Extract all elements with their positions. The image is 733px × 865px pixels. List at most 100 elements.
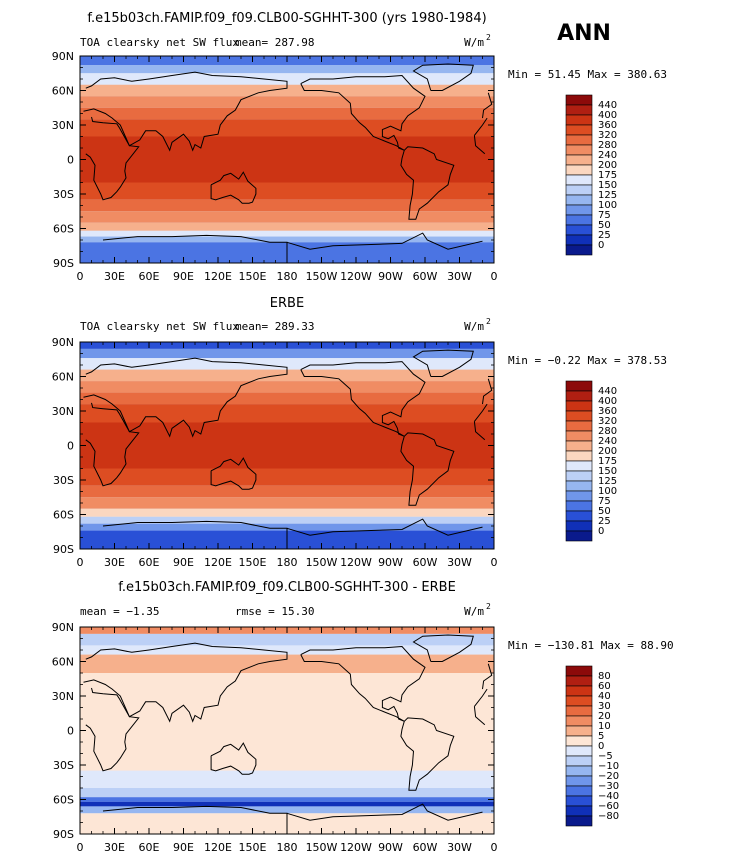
x-tick-label: 90W	[378, 270, 403, 283]
latitude-band	[80, 182, 494, 200]
y-tick-label: 30N	[52, 405, 74, 418]
colorbar-label: 5	[598, 731, 604, 742]
latitude-band	[80, 211, 494, 223]
latitude-band	[80, 381, 494, 393]
latitude-band	[80, 222, 494, 231]
x-tick-label: 150E	[239, 270, 267, 283]
colorbar-box	[565, 380, 593, 392]
x-tick-label: 0	[491, 556, 498, 569]
map-panel-3: f.e15b03ch.FAMIP.f09_f09.CLB00-SGHHT-300…	[52, 580, 674, 854]
colorbar-box	[565, 134, 593, 146]
latitude-band	[80, 348, 494, 359]
colorbar-label: 280	[598, 140, 617, 151]
y-tick-label: 30S	[53, 759, 74, 772]
colorbar-box	[565, 114, 593, 126]
min-max-label: Min = −130.81 Max = 88.90	[508, 639, 674, 652]
colorbar-box	[565, 400, 593, 412]
colorbar-box	[565, 410, 593, 422]
x-tick-label: 180	[277, 556, 298, 569]
coastline	[300, 645, 426, 722]
y-tick-label: 90S	[53, 543, 74, 556]
colorbar-label: 280	[598, 426, 617, 437]
x-tick-label: 120E	[204, 556, 232, 569]
panel-mean-text: rmse = 15.30	[235, 605, 314, 618]
panel-subtitle-left: mean = −1.35	[80, 605, 159, 618]
colorbar-box	[565, 685, 593, 697]
colorbar-label: 320	[598, 416, 617, 427]
colorbar-label: 10	[598, 721, 611, 732]
colorbar-label: −40	[598, 791, 619, 802]
colorbar-label: 360	[598, 406, 617, 417]
latitude-band	[80, 673, 494, 685]
coastline	[300, 74, 426, 151]
latitude-band	[80, 516, 494, 524]
colorbar-box	[565, 705, 593, 717]
colorbar-box	[565, 104, 593, 116]
latitude-band	[80, 485, 494, 498]
latitude-band	[80, 199, 494, 212]
map-plot-area	[80, 627, 494, 834]
x-tick-label: 90E	[173, 556, 194, 569]
colorbar-label: 0	[598, 526, 604, 537]
coastline	[400, 717, 455, 791]
y-tick-label: 30N	[52, 690, 74, 703]
latitude-band	[80, 392, 494, 405]
coastline	[412, 63, 474, 91]
x-tick-label: 120E	[204, 841, 232, 854]
colorbar-label: 30	[598, 701, 611, 712]
latitude-band	[80, 369, 494, 382]
colorbar-box	[565, 520, 593, 532]
x-tick-label: 30E	[104, 841, 125, 854]
y-tick-label: 30N	[52, 119, 74, 132]
colorbar-label: 0	[598, 741, 604, 752]
colorbar-box	[565, 194, 593, 206]
x-tick-label: 60E	[139, 556, 160, 569]
colorbar-label: 40	[598, 691, 611, 702]
colorbar-label: 80	[598, 671, 611, 682]
latitude-band	[80, 508, 494, 517]
x-tick-label: 30E	[104, 556, 125, 569]
coastline	[85, 116, 488, 201]
colorbar-label: 200	[598, 446, 617, 457]
map-panel-1: f.e15b03ch.FAMIP.f09_f09.CLB00-SGHHT-300…	[52, 11, 667, 283]
panel-title: ERBE	[270, 296, 304, 311]
colorbar-box	[565, 490, 593, 502]
x-tick-label: 150W	[306, 270, 338, 283]
latitude-band	[80, 422, 494, 469]
colorbar-box	[565, 390, 593, 402]
latitude-band	[80, 633, 494, 646]
coastline	[412, 634, 474, 662]
latitude-band	[80, 230, 494, 237]
latitude-band	[80, 136, 494, 183]
x-tick-label: 0	[491, 270, 498, 283]
colorbar-box	[565, 144, 593, 156]
x-tick-label: 120W	[340, 841, 372, 854]
coastline	[83, 642, 493, 723]
map-plot-area	[80, 342, 494, 549]
colorbar-box	[565, 795, 593, 807]
colorbar-label: 60	[598, 681, 611, 692]
x-tick-label: 150W	[306, 556, 338, 569]
coastline	[400, 432, 455, 506]
colorbar-box	[565, 184, 593, 196]
colorbar-label: 125	[598, 190, 617, 201]
colorbar-box	[565, 124, 593, 136]
colorbar-box	[565, 815, 593, 827]
colorbar-box	[565, 430, 593, 442]
colorbar-box	[565, 234, 593, 246]
min-max-label: Min = 51.45 Max = 380.63	[508, 68, 667, 81]
x-tick-label: 30W	[447, 556, 472, 569]
colorbar-label: −20	[598, 771, 619, 782]
coastline	[400, 146, 455, 220]
colorbar-box	[565, 765, 593, 777]
coastline	[102, 232, 483, 263]
x-tick-label: 90W	[378, 841, 403, 854]
y-tick-label: 60S	[53, 509, 74, 522]
units-label: W/m	[464, 36, 484, 49]
x-tick-label: 0	[491, 841, 498, 854]
units-label: W/m	[464, 605, 484, 618]
coastline	[102, 803, 483, 834]
